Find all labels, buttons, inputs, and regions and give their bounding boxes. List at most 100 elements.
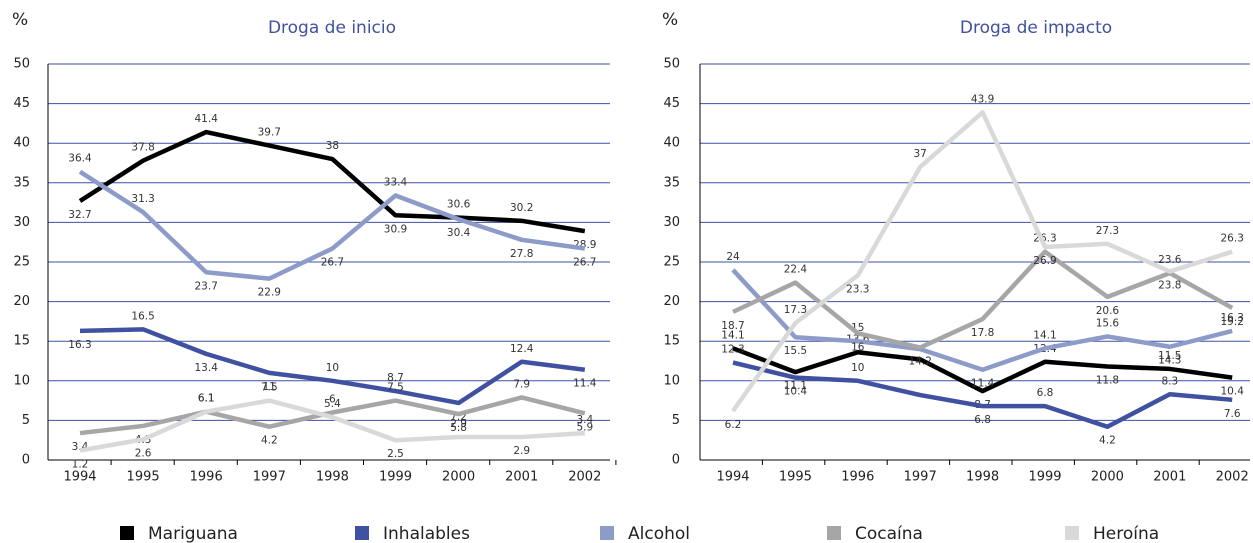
data-label: 30.9 — [384, 223, 407, 235]
data-label: 23.6 — [1158, 254, 1182, 266]
data-label: 22.4 — [784, 264, 808, 276]
data-label: 14.2 — [909, 356, 932, 368]
y-tick-label: 30 — [663, 215, 680, 230]
data-label: 2.9 — [513, 445, 530, 457]
series-line — [731, 110, 1233, 413]
data-label: 3.4 — [576, 414, 593, 426]
data-label: 11.8 — [1096, 375, 1119, 387]
data-label: 16.3 — [68, 339, 91, 351]
data-label: 14.3 — [1158, 355, 1181, 367]
x-tick-label: 1998 — [316, 470, 349, 485]
legend-swatch — [355, 526, 369, 540]
data-label: 2.6 — [135, 447, 152, 459]
data-label: 30.4 — [447, 227, 471, 239]
data-label: 16 — [851, 341, 865, 353]
chart-title: Droga de inicio — [268, 18, 396, 38]
y-tick-label: 35 — [13, 175, 30, 190]
data-label: 11 — [263, 381, 276, 393]
data-label: 19.2 — [1221, 316, 1244, 328]
data-label: 38 — [326, 140, 339, 152]
x-tick-label: 1994 — [716, 470, 749, 485]
chart-title: Droga de impacto — [960, 18, 1112, 38]
legend-label: Mariguana — [148, 524, 238, 543]
data-label: 22.9 — [258, 287, 281, 299]
series-line — [732, 249, 1234, 350]
data-label: 31.3 — [131, 193, 154, 205]
y-tick-label: 5 — [22, 413, 30, 428]
y-tick-label: 50 — [13, 57, 30, 72]
data-label: 14.1 — [721, 329, 744, 341]
legend-swatch — [827, 526, 841, 540]
data-label: 2.9 — [450, 418, 467, 430]
data-label: 39.7 — [258, 127, 281, 139]
data-label: 2.5 — [387, 448, 404, 460]
legend-label: Cocaína — [855, 524, 923, 543]
x-tick-label: 2001 — [505, 470, 538, 485]
data-label: 11.5 — [1158, 350, 1181, 362]
data-label: 10 — [326, 362, 339, 374]
data-label: 8.3 — [1161, 375, 1178, 387]
series-line — [732, 346, 1233, 394]
series-line — [79, 398, 585, 453]
x-tick-label: 1995 — [127, 470, 160, 485]
y-tick-label: 45 — [663, 96, 680, 111]
data-label: 24 — [726, 251, 740, 263]
data-label: 12.4 — [510, 343, 534, 355]
data-label: 16.3 — [1221, 312, 1244, 324]
data-label: 23.7 — [195, 280, 218, 292]
data-label: 12.3 — [721, 344, 744, 356]
x-tick-label: 2002 — [1216, 470, 1249, 485]
data-label: 16.5 — [131, 310, 154, 322]
data-label: 17.8 — [971, 327, 994, 339]
data-label: 4.2 — [261, 435, 278, 447]
data-label: 43.9 — [971, 93, 994, 105]
y-tick-label: 25 — [663, 255, 680, 270]
data-label: 7.9 — [513, 378, 530, 390]
data-label: 26.7 — [573, 257, 596, 269]
y-tick-label: 10 — [663, 373, 680, 388]
data-label: 11.4 — [573, 378, 597, 390]
x-tick-label: 2000 — [1091, 470, 1124, 485]
data-label: 37 — [914, 148, 927, 160]
data-label: 4.2 — [1099, 435, 1116, 447]
data-label: 6 — [329, 393, 336, 405]
x-tick-label: 2002 — [568, 470, 601, 485]
data-label: 30.2 — [510, 202, 533, 214]
y-tick-label: 25 — [13, 255, 30, 270]
data-label: 30.6 — [447, 199, 471, 211]
x-tick-label: 1999 — [379, 470, 412, 485]
data-label: 8.7 — [387, 372, 404, 384]
legend-label: Inhalables — [383, 524, 470, 543]
data-label: 15.6 — [1096, 317, 1120, 329]
legend-swatch — [120, 526, 134, 540]
y-tick-label: 10 — [13, 373, 30, 388]
y-tick-label: 20 — [663, 294, 680, 309]
data-label: 6.1 — [198, 393, 215, 405]
data-label: 5.9 — [576, 421, 593, 433]
data-label: 6.8 — [1037, 387, 1054, 399]
data-label: 11.4 — [971, 378, 995, 390]
data-label: 6.2 — [725, 419, 742, 431]
data-label: 27.3 — [1096, 225, 1119, 237]
x-tick-label: 1996 — [190, 470, 223, 485]
data-label: 6.1 — [198, 393, 215, 405]
y-tick-label: 35 — [663, 175, 680, 190]
series-line — [731, 268, 1233, 372]
y-tick-label: 15 — [13, 334, 30, 349]
data-label: 1.2 — [72, 458, 89, 470]
data-label: 20.6 — [1096, 305, 1120, 317]
legend-label: Heroína — [1093, 524, 1159, 543]
data-label: 15.5 — [784, 345, 807, 357]
data-label: 14.1 — [1033, 329, 1056, 341]
x-tick-label: 1995 — [779, 470, 812, 485]
data-label: 6.8 — [974, 414, 991, 426]
data-label: 7.6 — [1224, 408, 1241, 420]
y-axis-label: % — [662, 10, 678, 30]
y-tick-label: 20 — [13, 294, 30, 309]
series-line — [79, 395, 586, 436]
data-label: 5.8 — [450, 422, 467, 434]
x-tick-label: 2000 — [442, 470, 475, 485]
data-label: 41.4 — [195, 113, 219, 125]
data-label: 36.4 — [68, 153, 92, 165]
x-tick-label: 1997 — [253, 470, 286, 485]
